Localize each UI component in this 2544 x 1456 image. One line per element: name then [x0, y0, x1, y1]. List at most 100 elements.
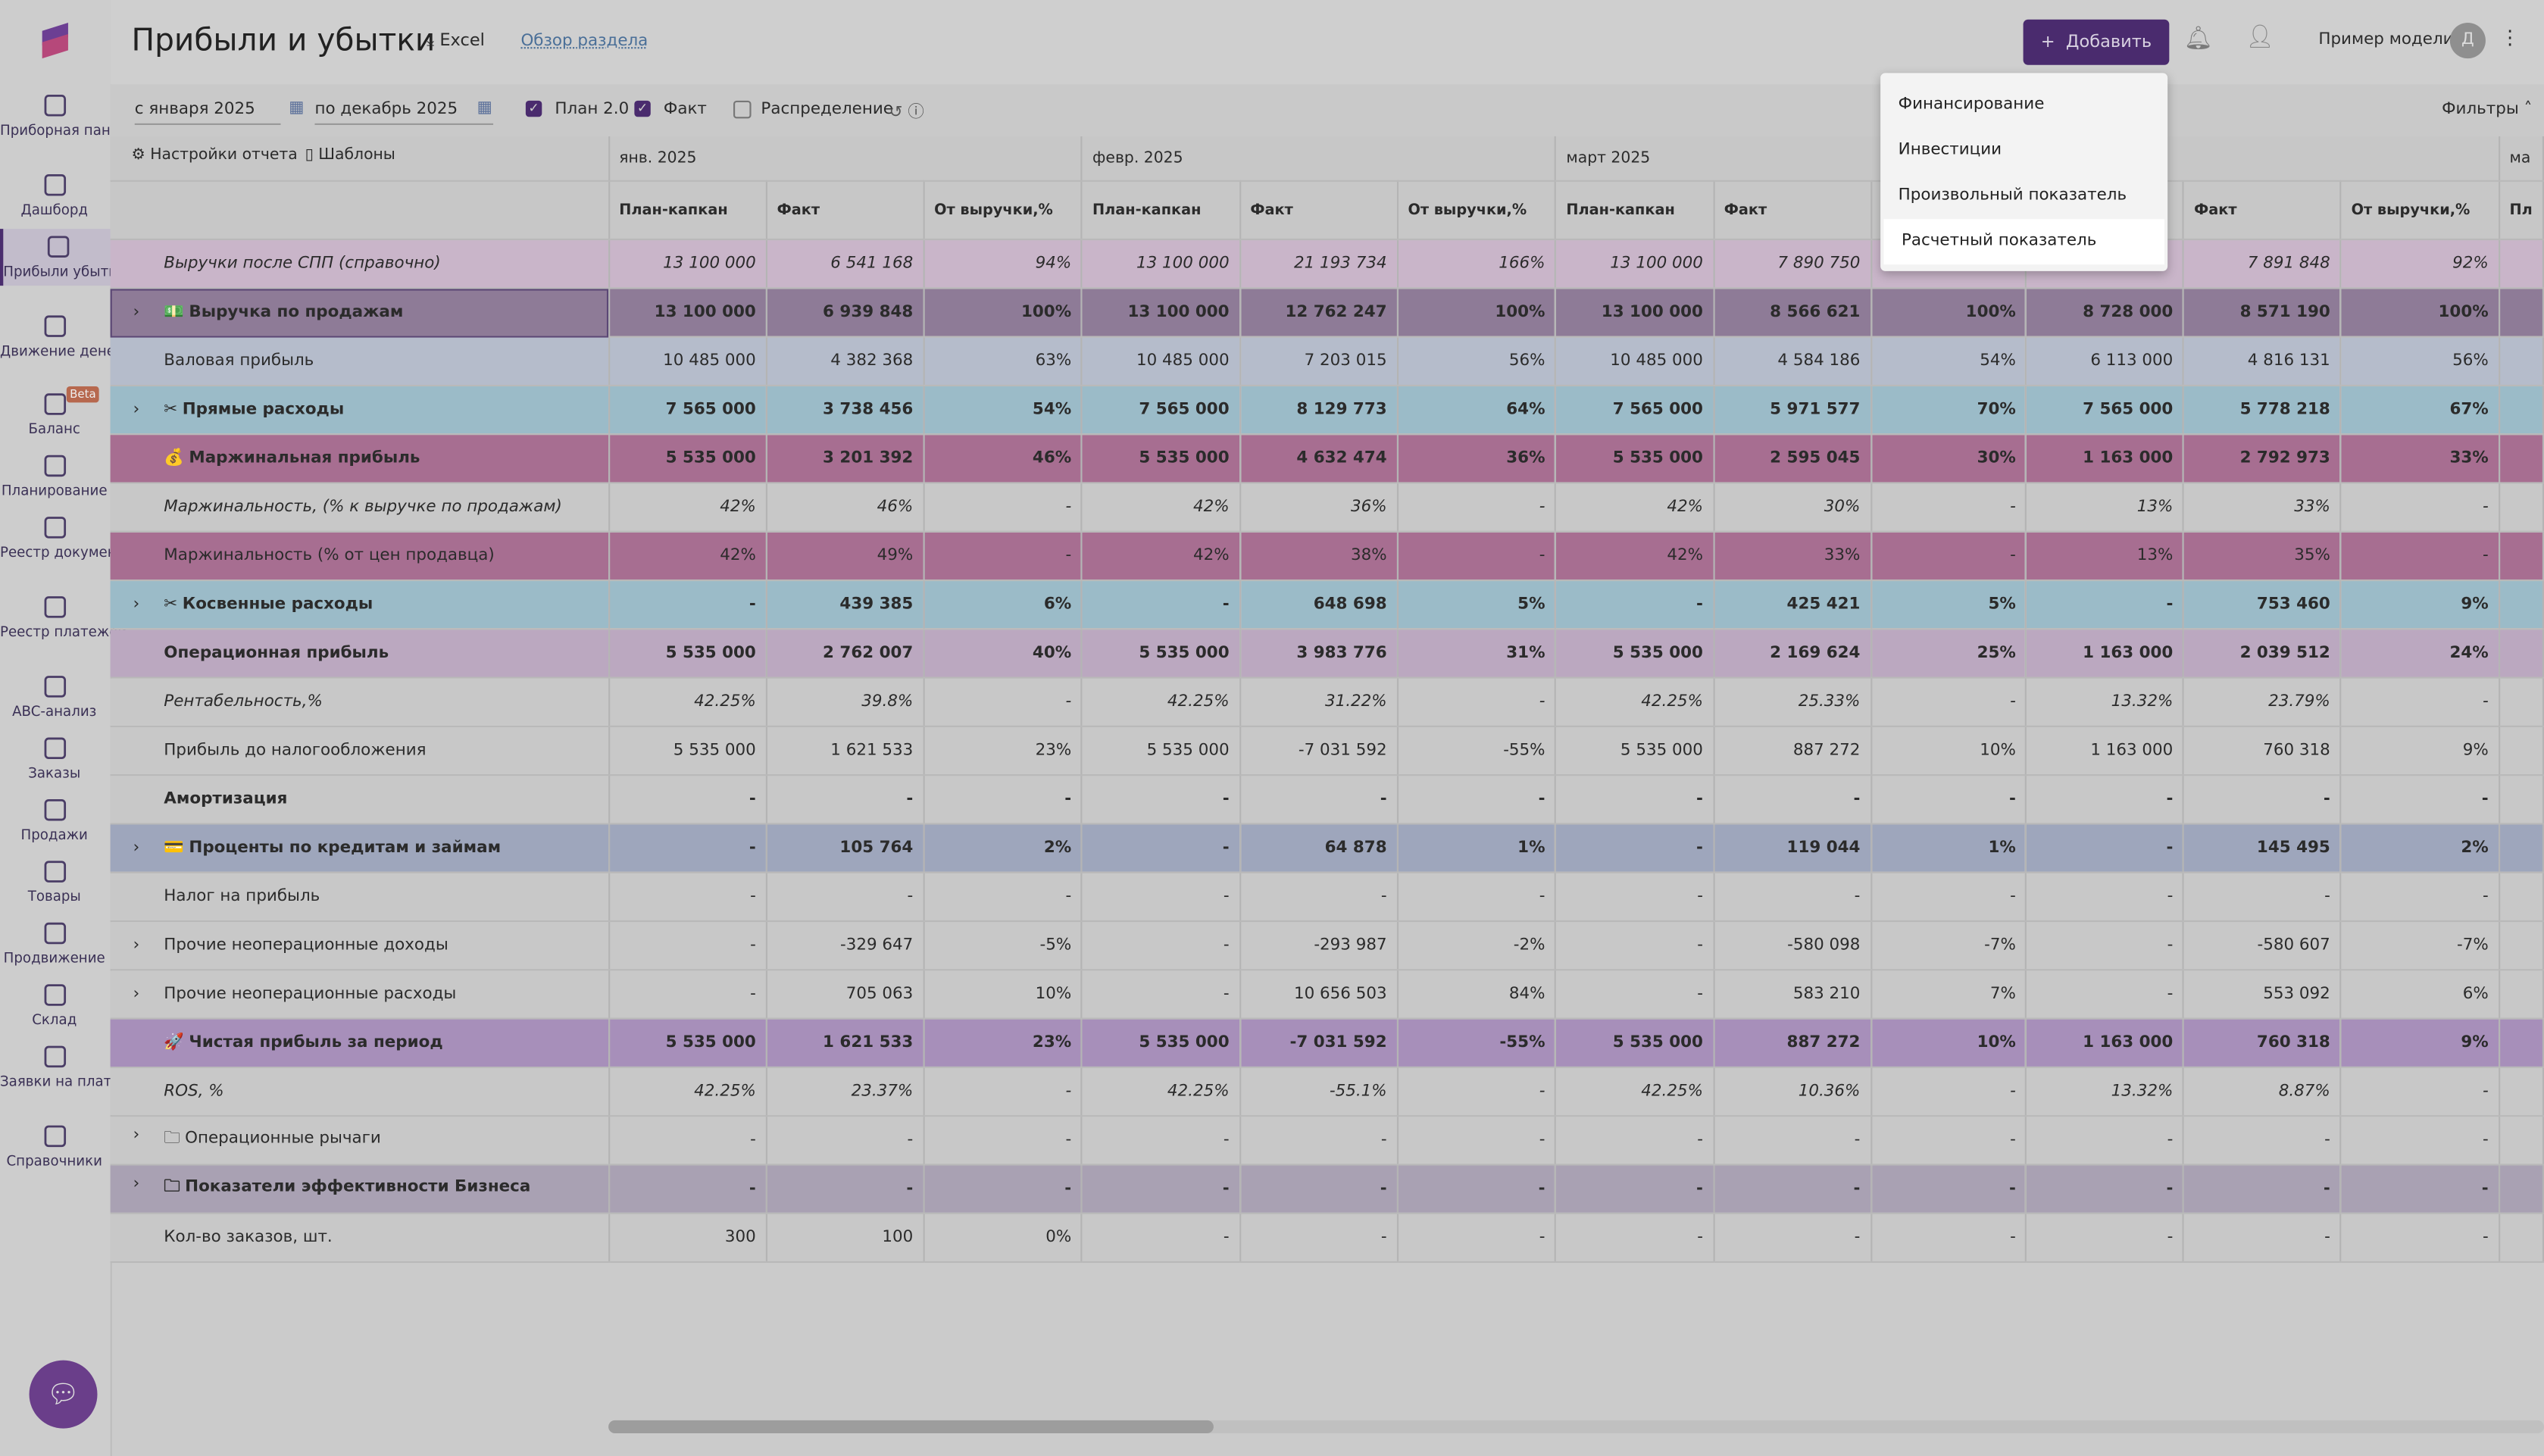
- value-cell: -: [2026, 872, 2185, 923]
- table-row[interactable]: Маржинальность, (% к выручке по продажам…: [110, 483, 2544, 533]
- expand-arrow[interactable]: ›: [133, 401, 140, 419]
- table-row[interactable]: › 🗀 Операционные рычаги - - - - - - - - - - - -: [110, 1116, 2544, 1166]
- sidebar-item[interactable]: Продажи: [0, 792, 108, 849]
- expand-arrow[interactable]: ›: [133, 1126, 140, 1145]
- table-row[interactable]: › 🗀 Показатели эффективности Бизнеса - - - - - -…: [110, 1164, 2544, 1214]
- filters-toggle[interactable]: Фильтры ˄: [2442, 100, 2533, 119]
- table-row[interactable]: › ✂ Косвенные расходы -439 385 6% -648 698 5% -…: [110, 580, 2544, 630]
- expand-arrow[interactable]: ›: [133, 595, 140, 614]
- sidebar-item[interactable]: Продвижение: [0, 915, 108, 972]
- value-cell: 13 100 000: [1555, 239, 1714, 289]
- table-row[interactable]: Выручки после СПП (справочно) 13 100 000 6…: [110, 239, 2544, 289]
- table-row[interactable]: Рентабельность,% 42.25% 39.8% -42.25% 31.22%…: [110, 677, 2544, 727]
- fact-checkbox[interactable]: ✓: [634, 100, 651, 117]
- row-label: Амортизация: [164, 790, 288, 809]
- value-cell: [2499, 580, 2544, 630]
- dropdown-item[interactable]: Произвольный показатель: [1898, 186, 2127, 205]
- expand-arrow[interactable]: ›: [133, 1175, 140, 1193]
- table-row[interactable]: ROS, % 42.25% 23.37% -42.25% -55.1% -42.25% 10…: [110, 1067, 2544, 1117]
- value-cell: 10%: [1870, 1018, 2027, 1068]
- expand-arrow[interactable]: ›: [133, 936, 140, 955]
- value-cell: 7 891 848: [2183, 239, 2342, 289]
- dropdown-item[interactable]: Финансирование: [1898, 95, 2045, 114]
- sidebar-item[interactable]: Приборная панель: [0, 88, 136, 145]
- value-cell: 1 163 000: [2026, 434, 2185, 484]
- table-row[interactable]: › 💳 Проценты по кредитам и займам -105 764 2…: [110, 823, 2544, 873]
- value-cell: -: [608, 872, 767, 923]
- sidebar-item[interactable]: Заказы: [0, 730, 108, 787]
- sidebar-item[interactable]: Прибыли убытки: [0, 229, 126, 286]
- value-cell: 7 203 015: [1239, 336, 1399, 386]
- sidebar-item[interactable]: Реестр документов: [0, 510, 141, 567]
- table-row[interactable]: Валовая прибыль 10 485 000 4 382 368 63% 10 …: [110, 336, 2544, 386]
- menu-dots[interactable]: ⋮: [2500, 26, 2520, 49]
- value-cell: 5 535 000: [608, 726, 767, 776]
- row-label: Прочие неоперационные расходы: [164, 985, 457, 1004]
- row-label-cell: › ✂ Прямые расходы: [110, 385, 610, 436]
- value-cell: 10%: [924, 970, 1083, 1020]
- sidebar-item[interactable]: Дашборд: [0, 167, 108, 224]
- pnl-table: янв. 2025 февр. 2025 март 2025 ма План-капка…: [110, 136, 2544, 1264]
- value-cell: -: [2183, 1164, 2342, 1214]
- value-cell: -: [2340, 531, 2500, 582]
- excel-button[interactable]: ⤓ Excel: [427, 30, 485, 51]
- calendar-icon[interactable]: ▦: [477, 98, 492, 117]
- table-row[interactable]: Операционная прибыль 5 535 000 2 762 007 40…: [110, 629, 2544, 679]
- table-row[interactable]: › ✂ Прямые расходы 7 565 000 3 738 456 54% 7 5…: [110, 385, 2544, 436]
- expand-arrow[interactable]: ›: [133, 839, 140, 858]
- chat-button[interactable]: 💬︎: [29, 1360, 98, 1429]
- sidebar-item[interactable]: Заявки на платеж: [0, 1039, 133, 1095]
- report-settings[interactable]: ⚙ Настройки отчета: [131, 145, 298, 164]
- sidebar-item[interactable]: Планирование: [0, 448, 108, 505]
- calendar-icon[interactable]: ▦: [289, 98, 305, 117]
- sidebar-item[interactable]: Реестр платежей: [0, 589, 127, 646]
- avatar[interactable]: Д: [2449, 22, 2486, 59]
- notifications-icon[interactable]: 🔔︎: [2183, 26, 2213, 52]
- value-cell: 54%: [1870, 336, 2027, 386]
- table-row[interactable]: Прибыль до налогообложения 5 535 000 1 621…: [110, 726, 2544, 776]
- row-label: Операционные рычаги: [185, 1129, 381, 1148]
- sidebar-item[interactable]: Справочники: [0, 1118, 108, 1175]
- sidebar-item[interactable]: Баланс Beta: [0, 386, 108, 443]
- expand-arrow[interactable]: ›: [133, 985, 140, 1004]
- add-button[interactable]: + Добавить: [2023, 19, 2170, 65]
- table-row[interactable]: › 💵 Выручка по продажам 13 100 000 6 939 848…: [110, 288, 2544, 338]
- date-from[interactable]: с января 2025: [134, 101, 281, 125]
- filter-bar: с января 2025 ▦ по декабрь 2025 ▦ ✓ План…: [110, 84, 2544, 136]
- value-cell: 8.87%: [2183, 1067, 2342, 1117]
- user-name[interactable]: Пример модели: [2318, 30, 2454, 49]
- add-user-icon[interactable]: 👤︎: [2245, 24, 2275, 51]
- distribution-checkbox[interactable]: [733, 100, 752, 119]
- table-row[interactable]: Амортизация - - - - - - - - - - - -: [110, 775, 2544, 825]
- sidebar-item[interactable]: Склад: [0, 977, 108, 1034]
- value-cell: -: [1555, 580, 1714, 630]
- table-row[interactable]: 💰 Маржинальная прибыль 5 535 000 3 201 392 4…: [110, 434, 2544, 484]
- row-label: Выручка по продажам: [189, 303, 404, 322]
- expand-arrow[interactable]: ›: [133, 303, 140, 322]
- sidebar-item[interactable]: Товары: [0, 854, 108, 911]
- reset-icon[interactable]: ↺ ⓘ: [889, 104, 924, 122]
- table-row[interactable]: Налог на прибыль - - - - - - - - - - - -: [110, 872, 2544, 923]
- value-cell: 5 535 000: [1555, 1018, 1714, 1068]
- row-label-cell: Маржинальность, (% к выручке по продажам…: [110, 483, 610, 533]
- row-icon: 💰: [164, 449, 184, 468]
- sidebar-item[interactable]: Движение денег: [0, 308, 123, 365]
- dropdown-item[interactable]: Расчетный показатель: [1883, 219, 2164, 265]
- value-cell: 25%: [1870, 629, 2027, 679]
- table-row[interactable]: Кол-во заказов, шт. 300 100 0% - - - - - - - - -: [110, 1213, 2544, 1264]
- scrollbar-thumb[interactable]: [608, 1420, 1214, 1434]
- overview-link[interactable]: Обзор раздела: [520, 32, 649, 51]
- sidebar-item[interactable]: ABC-анализ: [0, 669, 108, 726]
- dropdown-item[interactable]: Инвестиции: [1898, 141, 2002, 159]
- plan-checkbox[interactable]: ✓: [525, 100, 542, 117]
- value-cell: -: [766, 872, 925, 923]
- table-row[interactable]: › Прочие неоперационные расходы -705 063 10…: [110, 970, 2544, 1020]
- table-row[interactable]: Маржинальность (% от цен продавца) 42% 49%…: [110, 531, 2544, 582]
- table-row[interactable]: 🚀 Чистая прибыль за период 5 535 000 1 621 …: [110, 1018, 2544, 1068]
- table-row[interactable]: › Прочие неоперационные доходы - -329 647 -5…: [110, 920, 2544, 971]
- column-header: План-капкан: [608, 180, 767, 241]
- value-cell: 13 100 000: [1082, 288, 1241, 338]
- month-header: февр. 2025: [1082, 136, 1557, 182]
- date-to[interactable]: по декабрь 2025: [314, 101, 494, 125]
- templates[interactable]: ▯ Шаблоны: [305, 145, 395, 164]
